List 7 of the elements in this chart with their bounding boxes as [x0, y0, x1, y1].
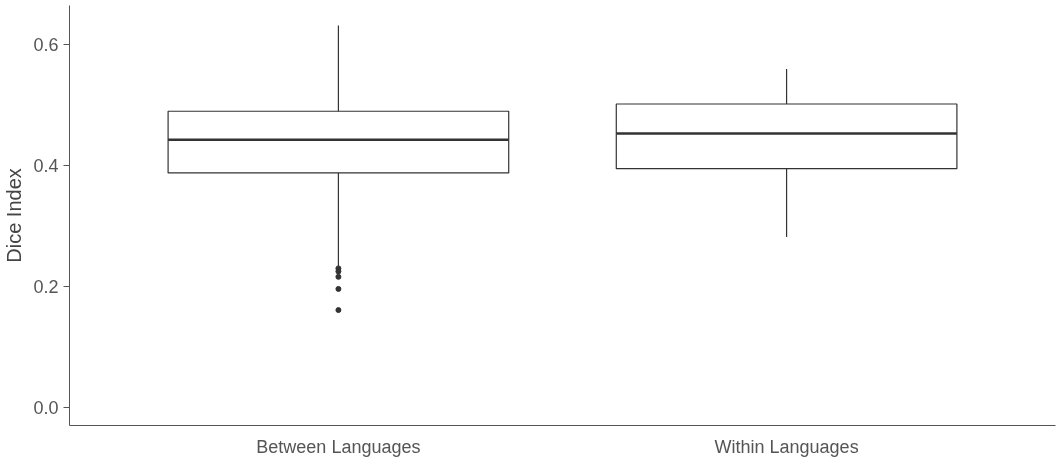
x-tick-label: Between Languages — [256, 436, 421, 457]
y-tick-label: 0.4 — [33, 156, 59, 177]
y-tick-label: 0.6 — [33, 35, 59, 56]
x-tick-label: Within Languages — [714, 436, 859, 457]
y-tick-label: 0.2 — [33, 277, 59, 298]
y-axis-title: Dice Index — [3, 168, 26, 263]
y-tick-label: 0.0 — [33, 397, 59, 418]
